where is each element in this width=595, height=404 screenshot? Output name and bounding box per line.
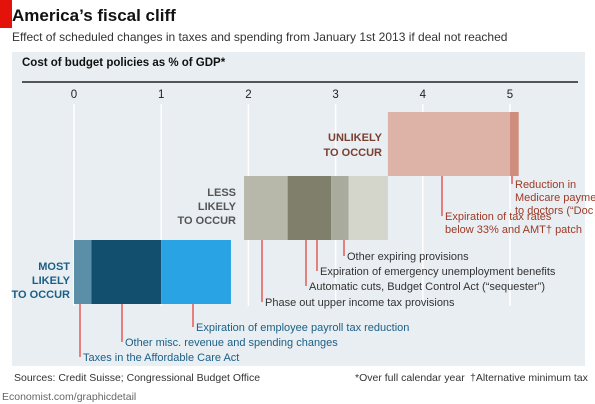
segment-label: Expiration of employee payroll tax reduc… <box>196 322 409 334</box>
group-label: UNLIKELY <box>328 132 383 144</box>
x-tick-label: 1 <box>158 89 164 101</box>
bar-segment <box>510 112 519 176</box>
group-label: LIKELY <box>198 201 237 213</box>
x-tick-label: 0 <box>71 89 77 101</box>
brand-tab <box>0 0 12 28</box>
bar-segment <box>348 176 388 240</box>
group-label: MOST <box>38 261 70 273</box>
group-label: LIKELY <box>32 275 71 287</box>
bar-segment <box>287 176 332 240</box>
x-tick-label: 3 <box>332 89 338 101</box>
fiscal-cliff-chart: Cost of budget policies as % of GDP* 0 1 2 3… <box>12 57 595 364</box>
bar-segment <box>161 240 231 304</box>
footnote-amt: †Alternative minimum tax <box>470 372 588 384</box>
segment-label: Automatic cuts, Budget Control Act (“seq… <box>309 281 545 293</box>
x-tick-label: 2 <box>245 89 251 101</box>
group-label: LESS <box>207 187 236 199</box>
footer <box>0 366 595 404</box>
bar-segment <box>387 112 510 176</box>
sources-note: Sources: Credit Suisse; Congressional Bu… <box>14 372 261 384</box>
group-label: TO OCCUR <box>178 215 237 227</box>
chart-title: Cost of budget policies as % of GDP* <box>22 57 226 69</box>
page-subtitle: Effect of scheduled changes in taxes and… <box>12 30 508 44</box>
x-tick-label: 4 <box>420 89 427 101</box>
bar-segment <box>244 176 288 240</box>
segment-label: Taxes in the Affordable Care Act <box>83 352 239 364</box>
x-tick-label: 5 <box>507 89 513 101</box>
bar-segment <box>91 240 162 304</box>
page-title: America’s fiscal cliff <box>12 6 176 25</box>
bar-segment <box>331 176 349 240</box>
segment-label: Expiration of tax rates <box>445 211 552 223</box>
footnote-gdp: *Over full calendar year <box>355 372 465 384</box>
segment-label: Medicare payments <box>515 192 595 204</box>
segment-label: below 33% and AMT† patch <box>445 224 582 236</box>
segment-label: Phase out upper income tax provisions <box>265 297 455 309</box>
segment-label: to doctors (“Doc Fix”) <box>515 205 595 217</box>
credit-link[interactable]: Economist.com/graphicdetail <box>2 391 137 403</box>
group-label: TO OCCUR <box>324 147 383 159</box>
segment-label: Expiration of emergency unemployment ben… <box>320 266 556 278</box>
segment-label: Other expiring provisions <box>347 251 469 263</box>
segment-label: Reduction in <box>515 179 576 191</box>
group-label: TO OCCUR <box>12 289 71 301</box>
segment-label: Other misc. revenue and spending changes <box>125 337 338 349</box>
bar-segment <box>74 240 92 304</box>
